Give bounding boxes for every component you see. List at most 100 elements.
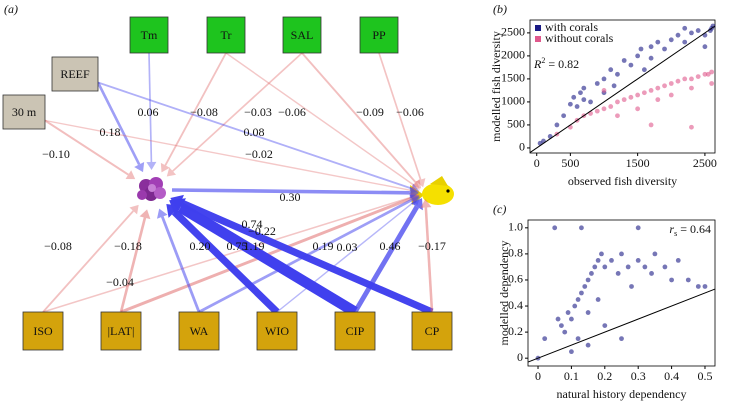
scatter-point <box>558 323 564 328</box>
scatter-point <box>702 71 708 77</box>
scatter-point <box>705 71 711 77</box>
node-label: Tr <box>221 28 232 42</box>
scatter-point <box>662 46 667 52</box>
node-label: |LAT| <box>108 324 135 338</box>
scatter-point <box>615 271 621 276</box>
y-tick-label: 0 <box>519 140 525 154</box>
scatter-point <box>572 303 578 309</box>
path-arrow <box>177 202 358 317</box>
path-arrow <box>378 52 422 180</box>
scatter-point <box>611 83 617 89</box>
scatter-point <box>599 251 604 257</box>
scatter-point <box>595 297 601 302</box>
path-arrow <box>225 52 415 186</box>
scatter-point <box>554 122 560 128</box>
scatter-point <box>569 349 574 355</box>
node-label: SAL <box>291 28 314 42</box>
scatter-point <box>662 264 668 270</box>
scatter-point <box>621 97 627 103</box>
paths <box>42 52 434 317</box>
node-box <box>334 311 376 351</box>
scatter-point <box>608 67 614 73</box>
scatter-point <box>675 78 681 84</box>
scatter-point <box>649 271 654 276</box>
arrow-head <box>146 161 157 171</box>
scatter-point <box>615 99 620 105</box>
scatter-point <box>635 92 641 98</box>
path-arrow <box>119 217 147 313</box>
path-coefficient: −0.08 <box>44 239 72 253</box>
scatter-point <box>702 44 708 50</box>
path-arrow <box>276 201 415 313</box>
node-box <box>51 56 99 92</box>
scatter-point <box>585 277 591 283</box>
path-arrow <box>301 52 417 184</box>
x-tick-label: 0 <box>535 369 541 383</box>
scatter-point <box>542 336 548 342</box>
arrow-head <box>410 198 423 211</box>
scatter-point <box>648 88 654 93</box>
scatter-point <box>601 88 607 93</box>
scatter-point <box>689 85 694 91</box>
scatter-point <box>579 225 584 231</box>
path-coefficient: 0.03 <box>337 240 358 254</box>
scatter-point <box>574 104 580 109</box>
scatter-point <box>682 25 688 31</box>
scatter-point <box>648 122 654 128</box>
x-tick-label: 1500 <box>626 156 650 170</box>
path-arrow <box>179 199 434 316</box>
path-arrow <box>42 210 134 313</box>
x-tick-label: 2500 <box>693 156 717 170</box>
path-arrow <box>424 207 434 313</box>
scatter-point <box>682 39 688 45</box>
scatter-point <box>695 74 701 80</box>
scatter-point <box>615 71 620 77</box>
y-axis-label: modelled fish diversity <box>489 31 503 142</box>
scatter-point <box>561 113 567 119</box>
scatter-point <box>682 76 688 82</box>
arrow-head <box>410 181 421 190</box>
node-box <box>282 16 322 54</box>
plot-frame <box>527 219 716 367</box>
scatter-point <box>625 264 631 270</box>
scatter-point <box>641 67 647 73</box>
scatter-point <box>552 225 558 231</box>
path-coefficient: −0.02 <box>245 147 273 161</box>
scatter-point <box>575 336 581 342</box>
scatter-point <box>707 28 713 33</box>
scatter-point <box>669 277 674 283</box>
scatter-point <box>575 297 581 302</box>
y-tick-label: 0.2 <box>508 324 523 338</box>
scatter-point <box>638 46 644 52</box>
scatter-point <box>629 284 634 289</box>
arrow-head <box>125 170 136 180</box>
scatter-point <box>588 99 593 105</box>
path-labels: 0.06 −0.08 −0.03 −0.06 −0.09 −0.06 0.18 0.08 −0.… <box>42 105 446 289</box>
scatter-point <box>655 39 661 45</box>
arrow-head <box>166 167 177 177</box>
scatter-point <box>642 264 648 270</box>
y-tick-label: 2000 <box>501 48 525 62</box>
scatter-point <box>628 62 634 68</box>
node-box <box>256 311 298 351</box>
node-box <box>206 16 246 54</box>
x-axis-label: natural history dependency <box>557 387 687 401</box>
y-tick-label: 0.8 <box>508 246 523 260</box>
scatter-point <box>685 277 691 283</box>
node-label: CP <box>425 324 440 338</box>
node-label: WIO <box>265 324 289 338</box>
path-arrow <box>172 52 303 172</box>
scatter-point <box>695 28 701 33</box>
scatter-point <box>675 258 681 263</box>
scatter-point <box>668 92 674 98</box>
arrow-head <box>411 178 422 189</box>
scatter-point <box>569 316 574 322</box>
legend-label: with corals <box>545 20 598 34</box>
scatter-point <box>702 284 708 289</box>
scatter-point <box>652 251 658 257</box>
path-coefficient: 0.46 <box>380 239 401 253</box>
path-arrow <box>42 196 412 313</box>
y-tick-label: 500 <box>507 117 525 131</box>
path-arrow <box>352 205 420 314</box>
